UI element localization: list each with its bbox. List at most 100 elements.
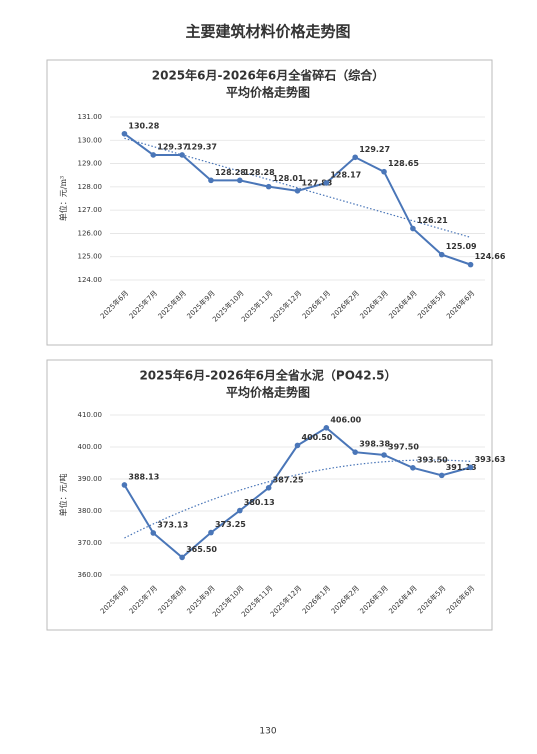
data-label: 406.00	[330, 415, 361, 424]
data-point	[294, 442, 301, 449]
x-tick-label: 2025年9月	[185, 583, 217, 615]
data-point	[438, 251, 445, 258]
x-tick-label: 2025年8月	[156, 583, 188, 615]
y-tick-label: 380.00	[78, 507, 103, 515]
data-label: 130.28	[128, 121, 159, 130]
data-label: 393.63	[475, 455, 506, 464]
data-point	[179, 554, 185, 561]
data-point	[381, 452, 387, 458]
y-tick-label: 131.00	[78, 113, 103, 121]
x-tick-label: 2025年6月	[98, 583, 130, 615]
data-point	[121, 130, 128, 137]
data-label: 365.50	[186, 545, 217, 554]
data-point	[150, 530, 157, 536]
x-tick-label: 2025年9月	[185, 288, 217, 320]
page-number: 130	[259, 727, 276, 737]
data-label: 128.17	[330, 170, 361, 179]
data-label: 388.13	[128, 472, 159, 481]
chart-subtitle: 平均价格走势图	[226, 85, 310, 100]
data-point	[179, 152, 185, 158]
data-label: 391.13	[446, 463, 477, 472]
data-point	[438, 472, 445, 479]
y-tick-label: 125.00	[78, 253, 103, 261]
y-axis-label: 单位：元/吨	[58, 474, 68, 517]
data-label: 129.27	[359, 145, 390, 154]
y-tick-label: 130.00	[78, 136, 103, 144]
data-label: 397.50	[388, 443, 419, 452]
x-tick-label: 2025年6月	[98, 288, 130, 320]
data-point	[467, 261, 474, 268]
x-tick-label: 2025年7月	[127, 288, 159, 320]
x-tick-label: 2026年6月	[444, 288, 476, 320]
data-label: 128.65	[388, 159, 419, 168]
data-point	[410, 465, 416, 471]
data-point	[410, 225, 416, 232]
x-tick-label: 2025年12月	[268, 288, 303, 323]
chart-frame	[46, 59, 493, 346]
chart-title: 2025年6月-2026年6月全省碎石（综合）	[152, 68, 384, 83]
data-label: 393.50	[417, 455, 448, 464]
data-label: 387.25	[273, 475, 304, 484]
x-tick-label: 2026年1月	[300, 583, 332, 615]
x-tick-label: 2026年4月	[387, 583, 419, 615]
data-point	[352, 154, 358, 161]
chart-title: 2025年6月-2026年6月全省水泥（PO42.5）	[139, 368, 396, 383]
data-label: 129.37	[186, 142, 217, 151]
data-point	[121, 482, 128, 488]
y-tick-label: 126.00	[78, 229, 103, 237]
data-label: 373.13	[157, 520, 188, 529]
data-point	[208, 529, 214, 536]
x-tick-label: 2026年2月	[329, 288, 361, 320]
data-label: 126.21	[417, 216, 448, 225]
data-point	[237, 507, 243, 514]
x-tick-label: 2026年2月	[329, 583, 361, 615]
page-title: 主要建筑材料价格走势图	[185, 23, 350, 41]
data-label: 400.50	[302, 433, 333, 442]
y-axis-label: 单位：元/m³	[58, 176, 68, 222]
x-tick-label: 2025年7月	[127, 583, 159, 615]
x-tick-label: 2026年4月	[387, 288, 419, 320]
data-point	[352, 449, 358, 455]
y-tick-label: 129.00	[78, 160, 103, 168]
x-tick-label: 2026年6月	[444, 583, 476, 615]
x-tick-label: 2026年3月	[358, 583, 390, 615]
data-point	[265, 485, 272, 491]
data-point	[150, 152, 157, 158]
x-tick-label: 2025年12月	[268, 583, 303, 618]
y-tick-label: 127.00	[78, 206, 103, 214]
data-label: 128.28	[244, 168, 275, 177]
x-tick-label: 2026年5月	[416, 288, 448, 320]
data-point	[208, 177, 214, 184]
x-tick-label: 2025年8月	[156, 288, 188, 320]
y-tick-label: 410.00	[78, 411, 103, 419]
data-label: 125.09	[446, 242, 477, 251]
data-point	[294, 188, 301, 194]
data-label: 128.28	[215, 168, 246, 177]
data-label: 129.37	[157, 142, 188, 151]
chart-subtitle: 平均价格走势图	[226, 385, 310, 400]
data-point	[323, 180, 330, 186]
y-tick-label: 400.00	[78, 443, 103, 451]
data-label: 380.13	[244, 498, 275, 507]
data-label: 124.66	[475, 252, 506, 261]
data-point	[237, 177, 243, 184]
x-tick-label: 2026年1月	[300, 288, 332, 320]
y-tick-label: 370.00	[78, 539, 103, 547]
y-tick-label: 124.00	[78, 276, 103, 284]
x-tick-label: 2026年3月	[358, 288, 390, 320]
data-point	[467, 464, 474, 471]
data-label: 128.01	[273, 174, 304, 183]
data-line	[123, 132, 471, 266]
data-label: 127.83	[302, 178, 333, 187]
chart-frame	[46, 359, 493, 631]
data-point	[323, 425, 330, 431]
data-point	[265, 183, 272, 190]
x-tick-label: 2026年5月	[416, 583, 448, 615]
data-label: 373.25	[215, 520, 246, 529]
y-tick-label: 360.00	[78, 571, 103, 579]
y-tick-label: 390.00	[78, 475, 103, 483]
data-label: 398.38	[359, 440, 390, 449]
trendline	[124, 459, 471, 539]
data-point	[381, 168, 387, 175]
